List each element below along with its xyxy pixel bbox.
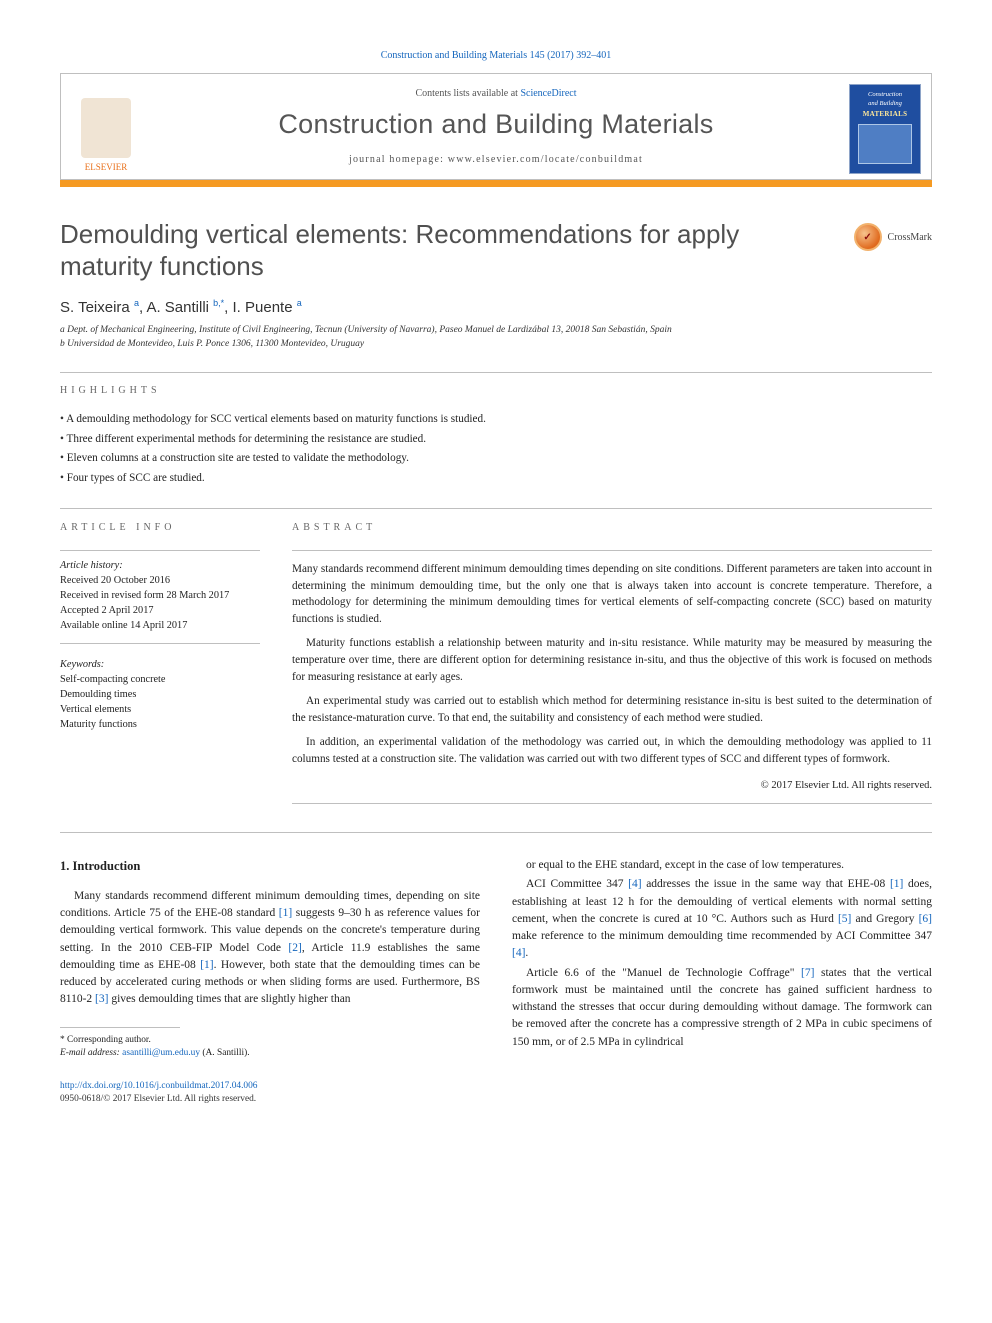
reference-link[interactable]: [4]: [628, 878, 641, 890]
doi-link[interactable]: http://dx.doi.org/10.1016/j.conbuildmat.…: [60, 1080, 932, 1093]
doi-block: http://dx.doi.org/10.1016/j.conbuildmat.…: [60, 1080, 932, 1106]
abstract-paragraph: An experimental study was carried out to…: [292, 693, 932, 726]
reference-link[interactable]: [2]: [288, 942, 301, 954]
author-email[interactable]: asantilli@um.edu.uy: [122, 1048, 200, 1058]
crossmark-label: CrossMark: [888, 232, 932, 243]
intro-paragraph-right-2: ACI Committee 347 [4] addresses the issu…: [512, 876, 932, 962]
reference-link[interactable]: [1]: [890, 878, 903, 890]
cover-line-2: and Building: [868, 100, 902, 107]
crossmark-icon: ✓: [854, 223, 882, 251]
history-accepted: Accepted 2 April 2017: [60, 604, 260, 619]
reference-link[interactable]: [4]: [512, 947, 525, 959]
contents-available-line: Contents lists available at ScienceDirec…: [161, 88, 831, 99]
divider: [292, 550, 932, 551]
authors-line: S. Teixeira a, A. Santilli b,*, I. Puent…: [60, 298, 932, 316]
footnote-separator: [60, 1027, 180, 1028]
history-title: Article history:: [60, 559, 260, 574]
article-info-column: ARTICLE INFO Article history: Received 2…: [60, 521, 260, 804]
highlight-item: Eleven columns at a construction site ar…: [60, 449, 932, 469]
divider: [60, 832, 932, 833]
abstract-paragraph: Many standards recommend different minim…: [292, 561, 932, 627]
keywords-list: Self-compacting concreteDemoulding times…: [60, 673, 260, 733]
orange-divider-bar: [60, 179, 932, 187]
journal-header: ELSEVIER Construction and Building MATER…: [60, 73, 932, 180]
affiliation-b: b Universidad de Montevideo, Luis P. Pon…: [60, 338, 932, 352]
abstract-label: ABSTRACT: [292, 521, 932, 536]
crossmark-badge[interactable]: ✓ CrossMark: [854, 223, 932, 251]
elsevier-tree-icon: [81, 98, 131, 158]
highlight-item: Four types of SCC are studied.: [60, 469, 932, 489]
abstract-body: Many standards recommend different minim…: [292, 561, 932, 767]
intro-heading: 1. Introduction: [60, 857, 480, 876]
publisher-name: ELSEVIER: [85, 162, 128, 172]
reference-link[interactable]: [3]: [95, 993, 108, 1005]
reference-link[interactable]: [7]: [801, 967, 814, 979]
elsevier-logo: ELSEVIER: [71, 84, 141, 172]
history-revised: Received in revised form 28 March 2017: [60, 589, 260, 604]
keywords-title: Keywords:: [60, 658, 260, 673]
corresponding-author-note: * Corresponding author.: [60, 1034, 480, 1047]
abstract-paragraph: In addition, an experimental validation …: [292, 734, 932, 767]
abstract-copyright: © 2017 Elsevier Ltd. All rights reserved…: [292, 778, 932, 794]
keyword-item: Demoulding times: [60, 688, 260, 703]
highlights-list: A demoulding methodology for SCC vertica…: [60, 410, 932, 488]
reference-link[interactable]: [5]: [838, 913, 851, 925]
intro-paragraph-right-3: Article 6.6 of the "Manuel de Technologi…: [512, 965, 932, 1051]
cover-line-1: Construction: [868, 91, 902, 98]
journal-cover-thumbnail: Construction and Building MATERIALS: [849, 84, 921, 174]
contents-prefix: Contents lists available at: [415, 88, 520, 99]
keyword-item: Self-compacting concrete: [60, 673, 260, 688]
article-title: Demoulding vertical elements: Recommenda…: [60, 219, 836, 282]
footnote-block: * Corresponding author. E-mail address: …: [60, 1034, 480, 1060]
highlight-item: Three different experimental methods for…: [60, 430, 932, 450]
body-column-left: 1. Introduction Many standards recommend…: [60, 857, 480, 1060]
page: Construction and Building Materials 145 …: [0, 0, 992, 1136]
body-columns: 1. Introduction Many standards recommend…: [60, 857, 932, 1060]
affiliation-a: a Dept. of Mechanical Engineering, Insti…: [60, 324, 932, 338]
body-column-right: or equal to the EHE standard, except in …: [512, 857, 932, 1060]
reference-link[interactable]: [6]: [919, 913, 932, 925]
cover-inner-box: [858, 124, 912, 164]
cover-line-3: MATERIALS: [863, 110, 908, 118]
keyword-item: Maturity functions: [60, 718, 260, 733]
intro-paragraph-right-1: or equal to the EHE standard, except in …: [512, 857, 932, 874]
abstract-column: ABSTRACT Many standards recommend differ…: [292, 521, 932, 804]
issn-copyright: 0950-0618/© 2017 Elsevier Ltd. All right…: [60, 1093, 932, 1106]
reference-link[interactable]: [1]: [279, 907, 292, 919]
divider: [60, 550, 260, 551]
divider: [60, 372, 932, 373]
email-line: E-mail address: asantilli@um.edu.uy (A. …: [60, 1047, 480, 1060]
affiliations: a Dept. of Mechanical Engineering, Insti…: [60, 324, 932, 352]
highlight-item: A demoulding methodology for SCC vertica…: [60, 410, 932, 430]
history-received: Received 20 October 2016: [60, 574, 260, 589]
journal-homepage: journal homepage: www.elsevier.com/locat…: [161, 154, 831, 165]
history-online: Available online 14 April 2017: [60, 619, 260, 634]
divider: [60, 508, 932, 509]
highlights-label: HIGHLIGHTS: [60, 385, 932, 396]
divider: [60, 643, 260, 644]
journal-name: Construction and Building Materials: [161, 109, 831, 140]
intro-paragraph-left: Many standards recommend different minim…: [60, 888, 480, 1009]
abstract-paragraph: Maturity functions establish a relations…: [292, 635, 932, 685]
keyword-item: Vertical elements: [60, 703, 260, 718]
sciencedirect-link[interactable]: ScienceDirect: [520, 88, 576, 99]
email-label: E-mail address:: [60, 1048, 122, 1058]
reference-link[interactable]: [1]: [200, 959, 213, 971]
divider: [292, 803, 932, 804]
article-info-label: ARTICLE INFO: [60, 521, 260, 536]
email-suffix: (A. Santilli).: [200, 1048, 249, 1058]
top-citation: Construction and Building Materials 145 …: [60, 50, 932, 61]
